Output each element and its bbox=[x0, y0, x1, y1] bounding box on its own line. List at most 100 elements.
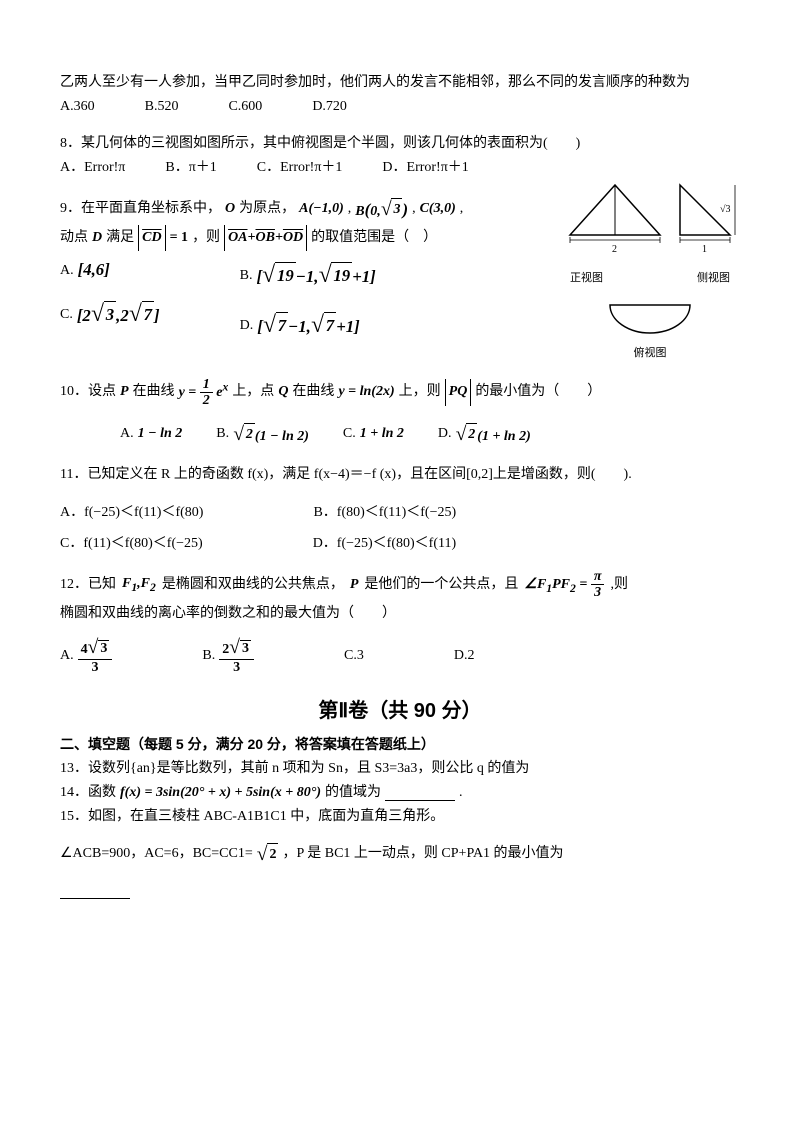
q10-choices: A. 1 − ln 2 B. √2(1 − ln 2) C. 1 + ln 2 … bbox=[120, 419, 740, 450]
label-b: B. bbox=[240, 265, 253, 287]
q12-lead: 12．已知 bbox=[60, 574, 116, 596]
vec-cd: CD bbox=[138, 225, 165, 251]
q7-pretext: 乙两人至少有一人参加，当甲乙同时参加时，他们两人的发言不能相邻，那么不同的发言顺… bbox=[60, 72, 740, 94]
svg-text:√3: √3 bbox=[720, 204, 731, 215]
origin-o: O bbox=[225, 198, 235, 220]
q8-b: B．π＋1 bbox=[165, 157, 216, 179]
q11-d: D．f(−25)＜f(80)＜f(11) bbox=[313, 533, 456, 555]
point-c: C(3,0) bbox=[420, 198, 456, 220]
q10-curve1: y = 12 ex bbox=[179, 377, 229, 409]
label-d2: D. bbox=[438, 423, 452, 445]
side-view-label: 侧视图 bbox=[697, 270, 730, 288]
q11-row2: C．f(11)＜f(80)＜f(−25) D．f(−25)＜f(80)＜f(11… bbox=[60, 533, 740, 555]
q14-line: 14．函数 f(x) = 3sin(20° + x) + 5sin(x + 80… bbox=[60, 782, 740, 804]
q10-p: P bbox=[120, 381, 129, 403]
q9-d: [√7−1,√7+1] bbox=[257, 307, 360, 345]
q15-blank bbox=[60, 884, 740, 907]
label-a: A. bbox=[60, 260, 74, 282]
label-c2: C. bbox=[343, 423, 356, 445]
q9-line2: 动点 D 满足 CD = 1 ，则 OA + OB + OD 的取值范围是（ ） bbox=[60, 225, 550, 251]
q12-b: 2√33 bbox=[219, 637, 254, 675]
label-a3: A. bbox=[60, 645, 74, 667]
q9-b: [√19−1,√19+1] bbox=[256, 257, 375, 295]
q10-q: Q bbox=[278, 381, 288, 403]
q12-line: 12．已知 F1,F2 是椭圆和双曲线的公共焦点， P 是他们的一个公共点，且 … bbox=[60, 569, 740, 601]
q8-choices: A．Error!π B．π＋1 C．Error!π＋1 D．Error!π＋1 bbox=[60, 157, 740, 179]
q10-t2: 上，点 bbox=[232, 381, 274, 403]
q9-t1: 为原点， bbox=[239, 198, 295, 220]
q11-text: 11．已知定义在 R 上的奇函数 f(x)，满足 f(x−4)＝−f (x)，且… bbox=[60, 464, 740, 486]
q7-d: D.720 bbox=[312, 96, 347, 118]
front-view-label: 正视图 bbox=[570, 270, 603, 288]
vec-sum: OA + OB + OD bbox=[224, 225, 307, 251]
q10-t4: 上，则 bbox=[399, 381, 441, 403]
q10-t1: 在曲线 bbox=[133, 381, 175, 403]
q15-sqrt2: √2 bbox=[257, 839, 279, 870]
label-c: C. bbox=[60, 304, 73, 326]
eq1: = 1 bbox=[170, 227, 188, 249]
q11-b: B．f(80)＜f(11)＜f(−25) bbox=[313, 502, 456, 524]
svg-text:2: 2 bbox=[612, 244, 617, 255]
q15-line2: ∠ACB=900，AC=6，BC=CC1= √2 ，P 是 BC1 上一动点，则… bbox=[60, 839, 740, 870]
q12-f1f2: F1,F2 bbox=[122, 573, 156, 597]
section2-title: 第Ⅱ卷（共 90 分） bbox=[60, 695, 740, 727]
q11-row1: A．f(−25)＜f(11)＜f(80) B．f(80)＜f(11)＜f(−25… bbox=[60, 502, 740, 524]
q10-c: 1 + ln 2 bbox=[360, 423, 404, 445]
svg-text:1: 1 bbox=[702, 244, 707, 255]
label-d: D. bbox=[240, 315, 254, 337]
q9-choices: A. [4,6] C. [2√3,2√7] B. [√19−1,√19+1] D… bbox=[60, 257, 550, 344]
q14-end: . bbox=[459, 782, 463, 804]
q12-d: D.2 bbox=[454, 645, 475, 667]
q12-angle: ∠F1PF2 = π3 bbox=[524, 569, 604, 601]
q10-line: 10．设点 P 在曲线 y = 12 ex 上，点 Q 在曲线 y = ln(2… bbox=[60, 377, 740, 409]
q10-d: √2(1 + ln 2) bbox=[456, 419, 531, 450]
q10-lead: 10．设点 bbox=[60, 381, 116, 403]
q11-c: C．f(11)＜f(80)＜f(−25) bbox=[60, 533, 203, 555]
q7-b: B.520 bbox=[145, 96, 179, 118]
q9-c: [2√3,2√7] bbox=[77, 296, 160, 334]
q14-lead: 14．函数 bbox=[60, 782, 116, 804]
q14-blank bbox=[385, 786, 455, 801]
label-a2: A. bbox=[120, 423, 134, 445]
q14-tail: 的值域为 bbox=[325, 782, 381, 804]
q12-p: P bbox=[350, 574, 359, 596]
label-b2: B. bbox=[216, 423, 229, 445]
q8-text: 8．某几何体的三视图如图所示，其中俯视图是个半圆，则该几何体的表面积为( ) bbox=[60, 133, 740, 155]
q7-a: A.360 bbox=[60, 96, 95, 118]
q8-a: A．Error!π bbox=[60, 157, 125, 179]
q10-t3: 在曲线 bbox=[292, 381, 334, 403]
q12-t2: 是他们的一个公共点，且 bbox=[364, 574, 518, 596]
q12-a: 4√33 bbox=[78, 637, 113, 675]
q9-line1: 9．在平面直角坐标系中， O 为原点， A(−1,0), B(0,√3), C(… bbox=[60, 194, 550, 225]
q12-choices: A. 4√33 B. 2√33 C.3 D.2 bbox=[60, 637, 740, 675]
top-view-label: 俯视图 bbox=[634, 347, 667, 359]
q9-t5: 的取值范围是（ ） bbox=[311, 227, 437, 249]
q9-lead: 9．在平面直角坐标系中， bbox=[60, 198, 221, 220]
three-view-diagram: 2 1 √3 正视图 侧视图 俯视图 bbox=[560, 180, 740, 363]
q9-a: [4,6] bbox=[78, 257, 110, 284]
label-b3: B. bbox=[202, 645, 215, 667]
q12-c: C.3 bbox=[344, 645, 364, 667]
q12-t1: 是椭圆和双曲线的公共焦点， bbox=[162, 574, 344, 596]
point-a: A(−1,0) bbox=[299, 198, 344, 220]
q10-curve2: y = ln(2x) bbox=[338, 381, 394, 403]
point-b: B(0,√3) bbox=[355, 194, 408, 225]
q10-a: 1 − ln 2 bbox=[138, 423, 183, 445]
q13-text: 13．设数列{an}是等比数列，其前 n 项和为 Sn，且 S3=3a3，则公比… bbox=[60, 758, 740, 780]
q12-comma: ,则 bbox=[610, 574, 628, 596]
q8-c: C．Error!π＋1 bbox=[257, 157, 343, 179]
q9-t3: 满足 bbox=[106, 227, 134, 249]
point-d: D bbox=[92, 227, 102, 249]
q15-2a: ∠ACB=900，AC=6，BC=CC1= bbox=[60, 843, 253, 865]
q7-c: C.600 bbox=[228, 96, 262, 118]
q10-t5: 的最小值为（ ） bbox=[475, 381, 601, 403]
q10-b: √2(1 − ln 2) bbox=[233, 419, 309, 450]
q9-t4: ，则 bbox=[192, 227, 220, 249]
q15-line1: 15．如图，在直三棱柱 ABC-A1B1C1 中，底面为直角三角形。 bbox=[60, 806, 740, 828]
q14-expr: f(x) = 3sin(20° + x) + 5sin(x + 80°) bbox=[120, 782, 321, 804]
section2-sub: 二、填空题（每题 5 分，满分 20 分，将答案填在答题纸上） bbox=[60, 733, 740, 755]
q11-a: A．f(−25)＜f(11)＜f(80) bbox=[60, 502, 203, 524]
q8-d: D．Error!π＋1 bbox=[382, 157, 468, 179]
q7-choices: A.360 B.520 C.600 D.720 bbox=[60, 96, 740, 118]
q9-t2: 动点 bbox=[60, 227, 88, 249]
